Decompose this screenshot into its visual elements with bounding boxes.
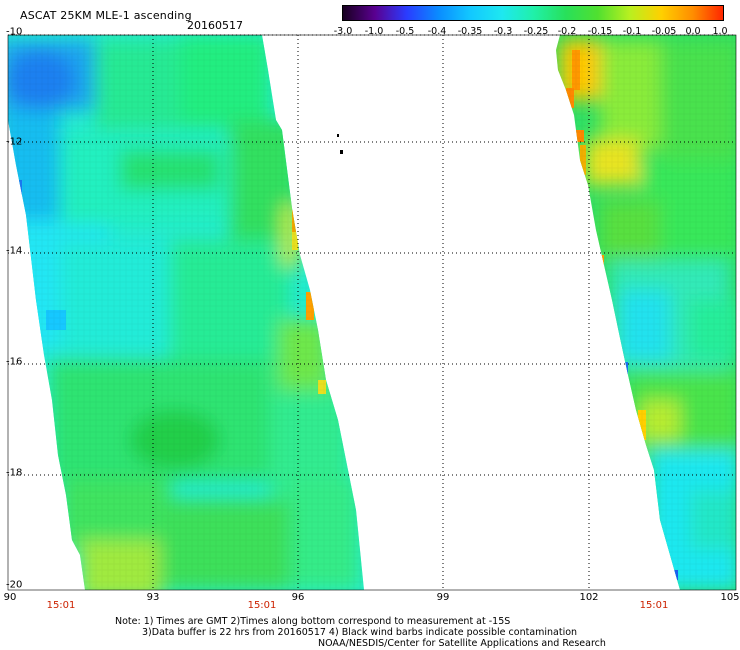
scale-tick: -0.15 [587,26,613,37]
scale-tick: -0.2 [557,26,577,37]
scale-tick: -0.4 [427,26,447,37]
lon-label: 99 [436,592,450,603]
scale-tick: -0.5 [395,26,415,37]
scale-tick: 1.0 [712,26,728,37]
footer-note-line1: Note: 1) Times are GMT 2)Times along bot… [115,616,511,627]
scale-tick: -0.3 [493,26,513,37]
lon-label: 102 [579,592,599,603]
scale-tick: -1.0 [364,26,384,37]
color-scale-gradient [343,6,723,20]
footer-note-line2: 3)Data buffer is 22 hrs from 20160517 4)… [142,627,578,638]
lon-label: 93 [146,592,160,603]
color-scale-ticks: -3.0 -1.0 -0.5 -0.4 -0.35 -0.3 -0.25 -0.… [0,26,740,38]
lat-label: -14 [6,245,23,257]
lon-label: 105 [720,592,740,603]
lat-label: -20 [6,579,23,591]
map-date: 20160517 [187,19,243,32]
scale-tick: -0.25 [523,26,549,37]
scale-tick: -3.0 [333,26,353,37]
map-title: ASCAT 25KM MLE-1 ascending [20,9,192,22]
lat-label: -18 [6,467,23,479]
lat-label: -12 [6,136,23,148]
time-label: 15:01 [46,600,76,611]
scale-tick: 0.0 [685,26,701,37]
lat-label: -10 [6,26,23,38]
scale-tick: -0.1 [622,26,642,37]
map-frame [7,34,737,591]
scale-tick: -0.35 [457,26,483,37]
time-label: 15:01 [247,600,277,611]
color-scale-bar [342,5,724,21]
time-label: 15:01 [639,600,669,611]
lat-label: -16 [6,356,23,368]
lon-label: 90 [3,592,17,603]
lon-label: 96 [291,592,305,603]
scale-tick: -0.05 [651,26,677,37]
footer-credit: NOAA/NESDIS/Center for Satellite Applica… [318,638,606,649]
